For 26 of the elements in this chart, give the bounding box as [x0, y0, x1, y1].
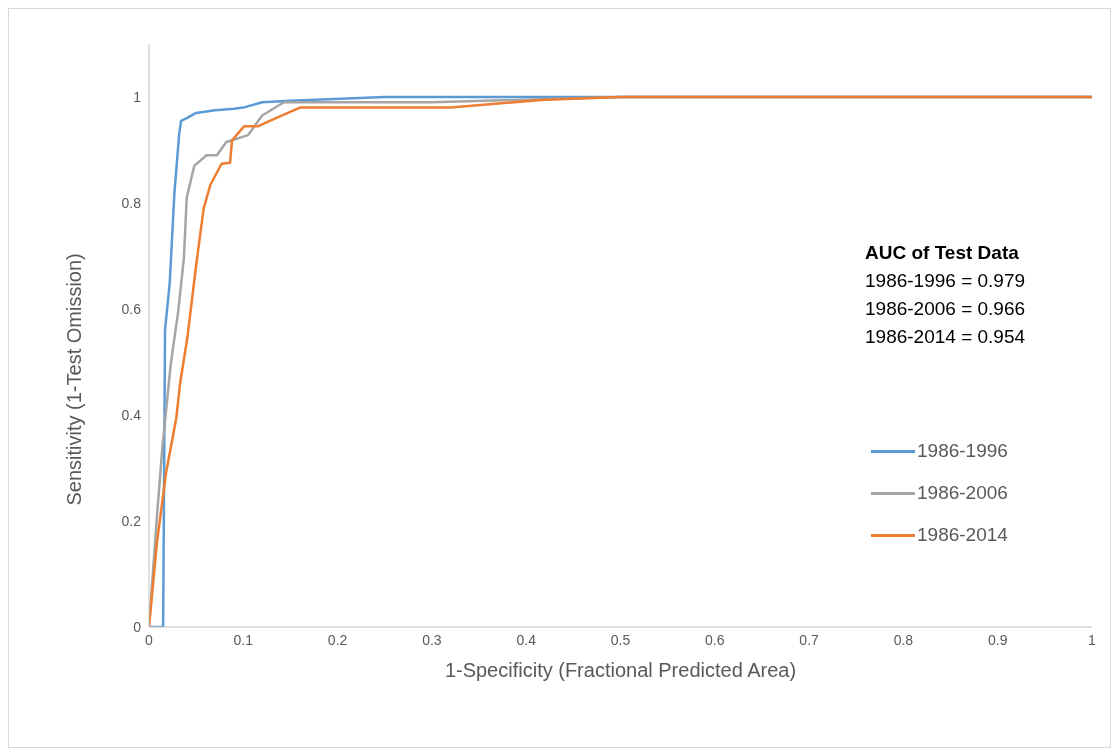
y-tick-label: 0.4: [121, 406, 142, 423]
x-tick-label: 0.8: [893, 631, 914, 648]
legend-label: 1986-1996: [917, 439, 1008, 463]
x-tick-label: 0.1: [233, 631, 254, 648]
x-tick-label: 0.7: [799, 631, 820, 648]
x-tick-label: 0.3: [422, 631, 442, 648]
annotation: 1986-1996 = 0.979: [865, 269, 1026, 293]
x-axis-title: 1-Specificity (Fractional Predicted Area): [444, 659, 797, 681]
annotation: 1986-2014 = 0.954: [865, 325, 1026, 349]
y-axis-title: Sensitivity (1-Test Omission): [63, 253, 86, 506]
x-tick-label: 0.6: [705, 631, 725, 648]
annotation: 1986-2006 = 0.966: [865, 297, 1026, 321]
y-tick-label: 0.8: [121, 194, 142, 211]
y-tick-label: 0.6: [121, 300, 142, 317]
legend-label: 1986-2006: [917, 481, 1008, 505]
legend-label: 1986-2014: [917, 523, 1008, 547]
x-tick-label: 0.2: [327, 631, 348, 648]
y-tick-label: 1: [133, 88, 142, 105]
annotation: AUC of Test Data: [865, 241, 1020, 265]
x-tick-label: 0.9: [987, 631, 1008, 648]
x-tick-label: 0: [145, 631, 154, 648]
x-tick-label: 0.5: [610, 631, 631, 648]
y-tick-label: 0.2: [121, 512, 142, 529]
y-tick-label: 0: [133, 618, 142, 635]
x-tick-label: 1: [1088, 631, 1097, 648]
x-tick-label: 0.4: [516, 631, 537, 648]
